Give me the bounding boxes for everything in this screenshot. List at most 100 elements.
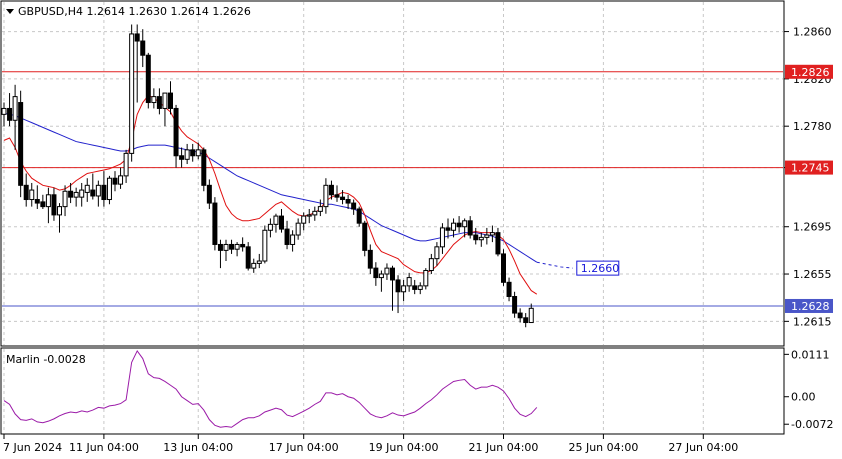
forecast-label: 1.2660 (581, 262, 620, 275)
bull-candle-body (323, 184, 329, 208)
y-tick-label: 0.0111 (791, 348, 830, 361)
bull-candle-body (423, 269, 429, 287)
bull-candle-body (306, 214, 312, 217)
symbol-header: GBPUSD,H4 1.2614 1.2630 1.2614 1.2626 (18, 5, 251, 18)
candle (378, 270, 384, 292)
candle (51, 187, 57, 221)
bull-candle-body (290, 234, 296, 245)
bull-candle-body (1, 107, 7, 115)
candle (528, 303, 534, 324)
time-axis: 7 Jun 2024 11 Jun 04:00 13 Jun 04:00 17 Jun… (3, 434, 738, 454)
bear-candle-body (340, 196, 346, 201)
bear-candle-body (456, 222, 462, 228)
bear-candle-body (229, 243, 235, 250)
candle (328, 180, 334, 200)
x-tick-label: 19 Jun 04:00 (369, 441, 439, 454)
x-tick-label: 13 Jun 04:00 (163, 441, 233, 454)
candle (190, 143, 196, 162)
bull-candle-body (462, 220, 468, 228)
x-tick-label: 17 Jun 04:00 (269, 441, 339, 454)
indicator-axis: 0.0111 0.00 -0.0072 (784, 348, 833, 431)
bull-candle-body (251, 262, 257, 269)
level-label: 1.2745 (791, 162, 830, 175)
y-tick-label: 1.2615 (793, 315, 832, 328)
candle (301, 212, 307, 231)
candle (428, 253, 434, 275)
bear-candle-body (7, 107, 13, 121)
candle (118, 167, 124, 189)
candle (84, 178, 90, 202)
bull-candle-body (478, 236, 484, 241)
candle (184, 143, 190, 165)
bear-candle-body (523, 317, 529, 324)
y-tick-label: 1.2780 (793, 120, 832, 133)
forecast-label-box (576, 260, 620, 276)
bull-candle-body (195, 149, 201, 157)
y-tick-label: -0.0072 (791, 418, 833, 431)
bear-candle-body (217, 243, 223, 251)
candle (18, 90, 24, 198)
level-label-box (785, 298, 833, 313)
candle (467, 216, 473, 239)
candle (106, 175, 112, 205)
bear-candle-body (467, 220, 473, 236)
candle (501, 249, 506, 286)
candle (229, 239, 235, 254)
candle (90, 173, 96, 200)
bear-candle-body (168, 92, 173, 109)
bull-candle-body (129, 33, 135, 154)
candle (234, 242, 240, 257)
candle (256, 253, 262, 269)
candle (384, 263, 390, 280)
candle (206, 179, 212, 209)
candle (262, 225, 268, 264)
candle (1, 102, 7, 127)
candle (129, 24, 135, 162)
bull-candle-body (273, 215, 279, 225)
candle (434, 242, 440, 266)
indicator-pane (0, 347, 785, 435)
indicator-grid (3, 349, 704, 433)
bull-candle-body (73, 191, 79, 198)
bear-candle-body (206, 184, 212, 204)
y-tick-label: 1.2655 (793, 268, 832, 281)
bear-candle-body (18, 102, 24, 186)
bull-candle-body (62, 190, 68, 208)
candle (134, 24, 140, 103)
candle (140, 29, 146, 68)
bear-candle-body (362, 222, 368, 251)
candle (401, 279, 407, 302)
bull-candle-body (401, 285, 407, 293)
candle (367, 244, 373, 275)
x-tick-label: 21 Jun 04:00 (469, 441, 539, 454)
candle (406, 272, 412, 292)
bear-candle-body (90, 189, 96, 197)
candle (223, 239, 229, 262)
bear-candle-body (367, 249, 373, 269)
candle (295, 218, 301, 240)
bull-candle-body (301, 215, 307, 224)
bull-candle-body (267, 223, 273, 231)
candlestick-series (1, 24, 534, 328)
candle (145, 52, 151, 109)
candle (517, 308, 523, 323)
bull-candle-body (262, 229, 268, 262)
candle (334, 185, 340, 202)
candle (284, 220, 290, 250)
candle (312, 206, 318, 221)
x-tick-label: 27 Jun 04:00 (668, 441, 738, 454)
candle (7, 93, 13, 127)
y-tick-label: 1.2860 (793, 26, 832, 39)
bear-candle-body (506, 281, 512, 298)
bull-candle-body (434, 246, 440, 260)
bear-candle-body (495, 232, 501, 255)
candle (267, 218, 273, 238)
bear-candle-body (101, 184, 107, 201)
bull-candle-body (406, 277, 412, 287)
bull-candle-body (256, 260, 262, 264)
collapse-triangle-icon[interactable] (6, 9, 14, 14)
bull-candle-body (295, 222, 301, 236)
bear-candle-body (23, 184, 29, 201)
bear-candle-body (240, 243, 246, 248)
bear-candle-body (373, 267, 379, 279)
